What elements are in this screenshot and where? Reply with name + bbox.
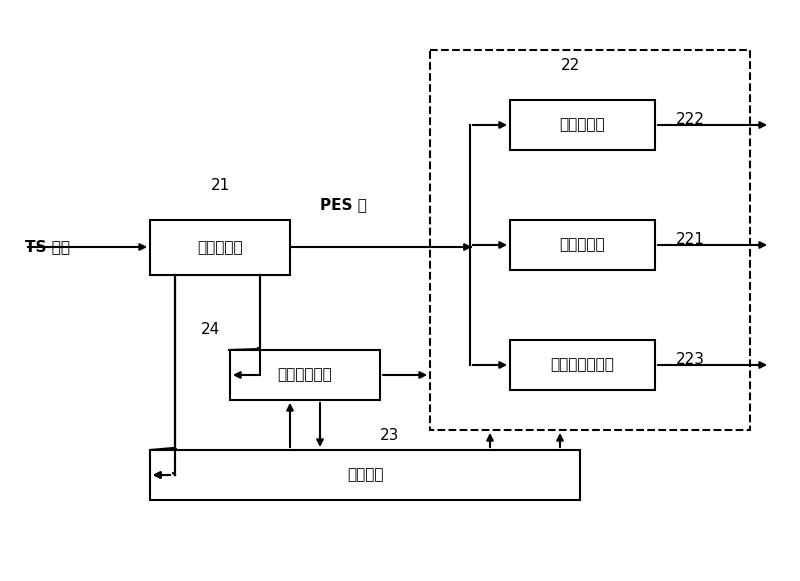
Text: 21: 21 (210, 178, 230, 192)
Text: 同步单元: 同步单元 (346, 468, 383, 482)
Text: 222: 222 (675, 113, 705, 127)
Text: 解复用单元: 解复用单元 (197, 240, 243, 255)
Text: 其它数据解码器: 其它数据解码器 (550, 357, 614, 372)
Text: TS 码流: TS 码流 (25, 239, 70, 254)
Text: 视频解码器: 视频解码器 (560, 117, 606, 132)
Text: 22: 22 (560, 58, 580, 73)
Bar (230, 350, 380, 400)
Bar (430, 50, 750, 430)
Bar (510, 100, 655, 150)
Text: 221: 221 (675, 232, 705, 248)
Bar (150, 450, 580, 500)
Text: 音频解码器: 音频解码器 (560, 238, 606, 253)
Bar (150, 220, 290, 275)
Text: 23: 23 (380, 428, 400, 443)
Text: 223: 223 (675, 353, 705, 368)
Bar (510, 340, 655, 390)
Text: PES 流: PES 流 (320, 198, 367, 213)
Text: 本地系统时钟: 本地系统时钟 (278, 368, 332, 382)
Bar (510, 220, 655, 270)
Text: 24: 24 (200, 322, 220, 338)
